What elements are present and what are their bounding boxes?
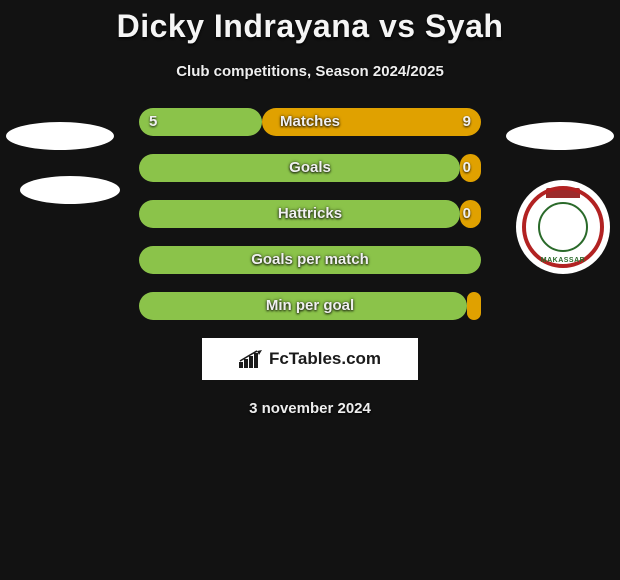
bar-right [262, 108, 481, 136]
bar-right [460, 154, 481, 182]
brand-text: FcTables.com [269, 349, 381, 369]
date-text: 3 november 2024 [0, 400, 620, 417]
bar-right [460, 200, 481, 228]
bar-left [139, 108, 262, 136]
bar-left [139, 246, 481, 274]
bar-right [467, 292, 481, 320]
comparison-row: Min per goal [139, 292, 481, 320]
brand-box: FcTables.com [202, 338, 418, 380]
bar-left [139, 200, 460, 228]
comparison-row: Goals per match [139, 246, 481, 274]
bar-left [139, 154, 460, 182]
comparison-row: Matches59 [139, 108, 481, 136]
bars-rising-icon [239, 350, 263, 368]
bar-left [139, 292, 467, 320]
comparison-row: Goals0 [139, 154, 481, 182]
subtitle: Club competitions, Season 2024/2025 [0, 63, 620, 80]
page-title: Dicky Indrayana vs Syah [0, 0, 620, 45]
comparison-rows: Matches59 Goals0 Hattricks0 Goals per match… [0, 108, 620, 320]
comparison-row: Hattricks0 [139, 200, 481, 228]
